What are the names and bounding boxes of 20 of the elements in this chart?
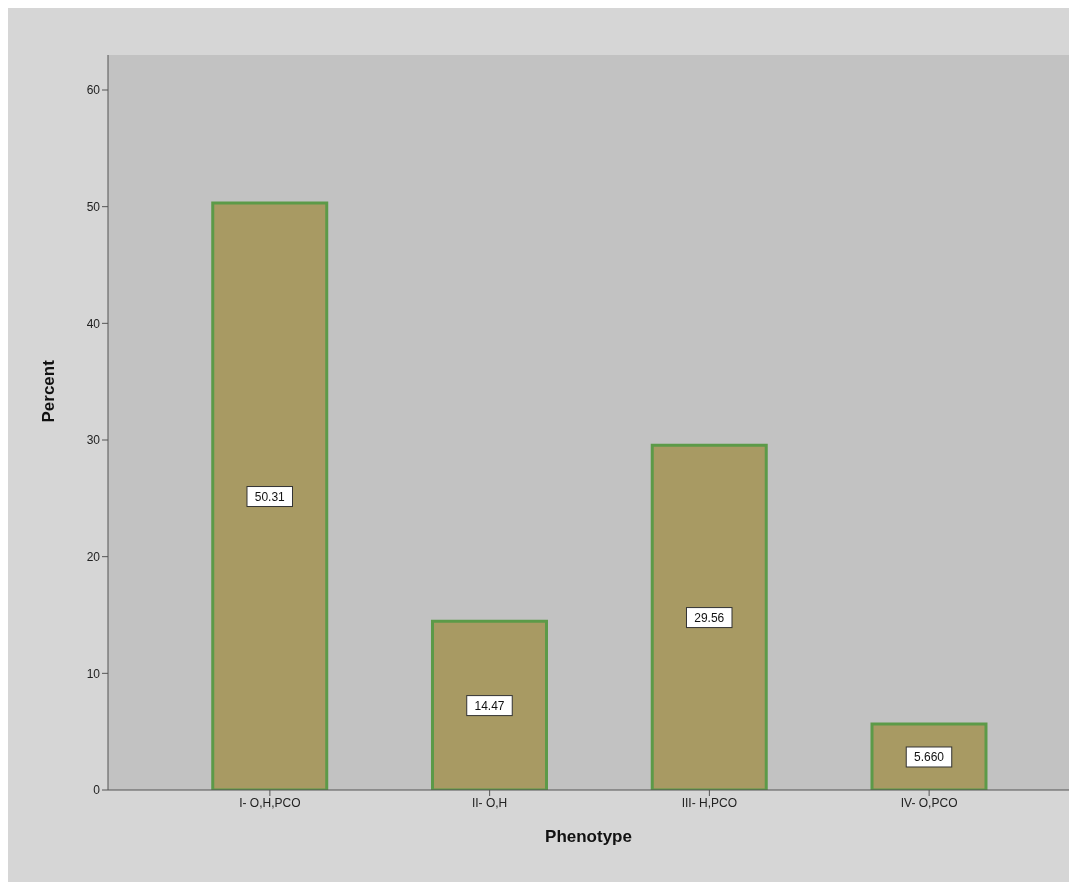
data-label: 50.31 (254, 489, 286, 504)
bar (211, 201, 329, 790)
x-tick-label: III- H,PCO (681, 795, 738, 810)
y-axis-title: Percent (39, 359, 59, 423)
y-tick-label: 60 (86, 83, 101, 98)
y-tick-label: 10 (86, 666, 101, 681)
x-tick-label: II- O,H (471, 795, 508, 810)
y-tick-label: 0 (93, 783, 101, 798)
x-axis-title: Phenotype (545, 827, 632, 846)
y-tick-label: 20 (86, 549, 101, 564)
bar (430, 619, 548, 790)
y-tick-label: 40 (86, 316, 101, 331)
x-tick-label: I- O,H,PCO (239, 795, 301, 810)
y-tick-label: 50 (86, 199, 101, 214)
data-label: 29.56 (694, 610, 725, 625)
bar (650, 443, 768, 790)
x-tick-label: IV- O,PCO (900, 795, 958, 810)
data-label: 14.47 (474, 698, 505, 713)
y-tick-label: 30 (86, 433, 101, 448)
data-label: 5.660 (913, 749, 945, 764)
